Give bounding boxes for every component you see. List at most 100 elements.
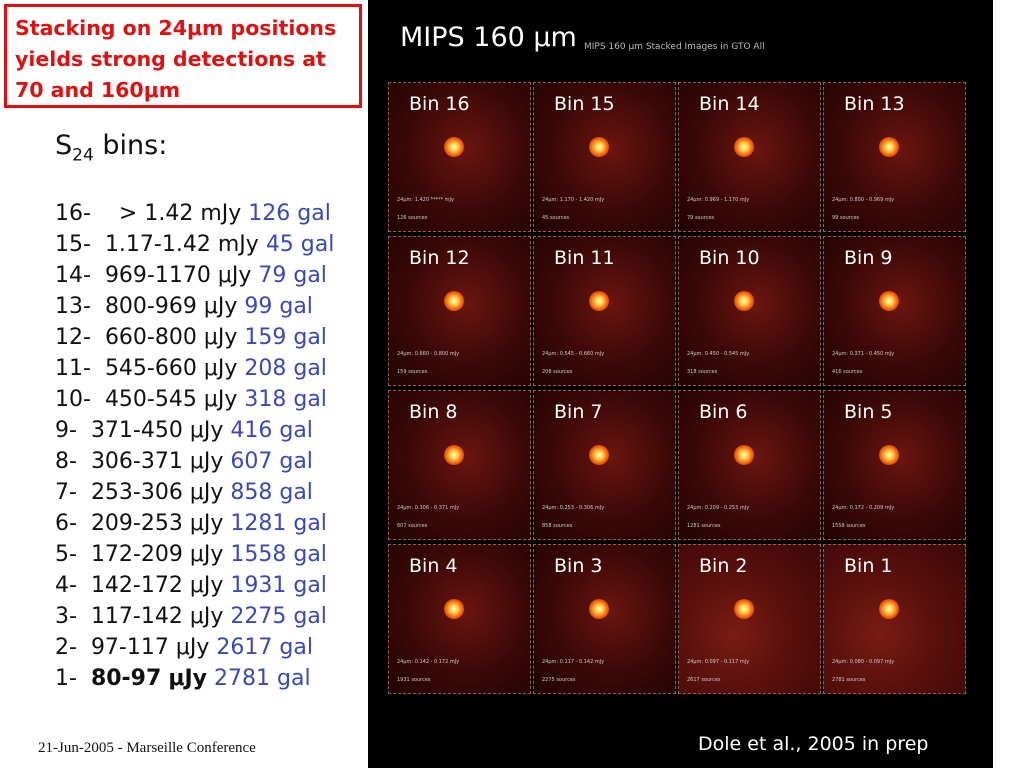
bin-range: 545-660 xyxy=(104,356,197,381)
tile-flux-caption: 24μm: 0.117 - 0.142 mJy xyxy=(542,659,605,665)
bin-list: 16- > 1.42 mJy 126 gal 15- 1.17-1.42 mJy … xyxy=(55,198,334,694)
bin-gal-count: 126 gal xyxy=(248,201,331,226)
callout-line-2: yields strong detections at xyxy=(15,47,326,71)
tile-label: Bin 14 xyxy=(699,93,760,115)
bin-number: 15- xyxy=(55,232,91,257)
tile-source-count: 45 sources xyxy=(542,215,570,221)
bin-unit: μJy xyxy=(217,263,252,288)
detection-source xyxy=(879,137,899,157)
tile-source-count: 318 sources xyxy=(687,369,718,375)
bin-unit: μJy xyxy=(189,480,224,505)
stacked-image-tile: Bin 6 24μm: 0.209 - 0.253 mJy 1281 sources xyxy=(678,390,821,540)
bin-range: 1.17-1.42 xyxy=(104,232,211,257)
detection-source xyxy=(444,291,464,311)
bin-row: 5- 172-209 μJy 1558 gal xyxy=(55,539,334,570)
bin-number: 3- xyxy=(55,604,77,629)
callout-box: Stacking on 24μm positions yields strong… xyxy=(4,4,362,108)
tile-source-count: 79 sources xyxy=(687,215,715,221)
tile-label: Bin 9 xyxy=(844,247,893,269)
bin-number: 2- xyxy=(55,635,77,660)
bin-unit: μJy xyxy=(168,666,208,691)
bin-range: 209-253 xyxy=(90,511,183,536)
bin-range: 306-371 xyxy=(90,449,183,474)
detection-source xyxy=(879,445,899,465)
s24-symbol: S xyxy=(55,130,73,161)
stacked-image-tile: Bin 12 24μm: 0.660 - 0.800 mJy 159 sources xyxy=(388,236,531,386)
bin-row: 8- 306-371 μJy 607 gal xyxy=(55,446,334,477)
bin-range: > 1.42 xyxy=(104,201,194,226)
tile-label: Bin 8 xyxy=(409,401,458,423)
bin-row: 4- 142-172 μJy 1931 gal xyxy=(55,570,334,601)
tile-source-count: 126 sources xyxy=(397,215,428,221)
tile-flux-caption: 24μm: 0.969 - 1.170 mJy xyxy=(687,197,750,203)
tile-source-count: 607 sources xyxy=(397,523,428,529)
bin-gal-count: 159 gal xyxy=(244,325,327,350)
bin-gal-count: 607 gal xyxy=(230,449,313,474)
bin-gal-count: 1558 gal xyxy=(230,542,327,567)
mips-subtitle: MIPS 160 μm Stacked Images in GTO All xyxy=(584,42,765,52)
bin-range: 660-800 xyxy=(104,325,197,350)
tile-flux-caption: 24μm: 0.800 - 0.969 mJy xyxy=(832,197,895,203)
bin-number: 1- xyxy=(55,666,77,691)
bin-range: 172-209 xyxy=(90,542,183,567)
bin-gal-count: 416 gal xyxy=(230,418,313,443)
mips-panel: MIPS 160 μm MIPS 160 μm Stacked Images i… xyxy=(368,0,993,768)
tile-flux-caption: 24μm: 1.170 - 1.420 mJy xyxy=(542,197,605,203)
bin-gal-count: 79 gal xyxy=(258,263,327,288)
tile-source-count: 159 sources xyxy=(397,369,428,375)
tile-source-count: 416 sources xyxy=(832,369,863,375)
bin-range: 450-545 xyxy=(104,387,197,412)
detection-source xyxy=(734,599,754,619)
tile-source-count: 1931 sources xyxy=(397,677,431,683)
bin-number: 8- xyxy=(55,449,77,474)
tile-source-count: 2781 sources xyxy=(832,677,866,683)
detection-source xyxy=(589,599,609,619)
stacked-image-tile: Bin 3 24μm: 0.117 - 0.142 mJy 2275 sources xyxy=(533,544,676,694)
bin-row: 14- 969-1170 μJy 79 gal xyxy=(55,260,334,291)
detection-source xyxy=(589,445,609,465)
bin-number: 5- xyxy=(55,542,77,567)
footer-text: 21-Jun-2005 - Marseille Conference xyxy=(38,740,256,756)
detection-source xyxy=(444,445,464,465)
tile-label: Bin 15 xyxy=(554,93,615,115)
tile-source-count: 858 sources xyxy=(542,523,573,529)
s24-suffix: bins: xyxy=(102,130,168,161)
tile-flux-caption: 24μm: 0.142 - 0.172 mJy xyxy=(397,659,460,665)
stacked-image-tile: Bin 14 24μm: 0.969 - 1.170 mJy 79 sources xyxy=(678,82,821,232)
tile-flux-caption: 24μm: 0.371 - 0.450 mJy xyxy=(832,351,895,357)
stacked-image-tile: Bin 10 24μm: 0.450 - 0.545 mJy 318 sources xyxy=(678,236,821,386)
bin-row: 6- 209-253 μJy 1281 gal xyxy=(55,508,334,539)
bin-number: 12- xyxy=(55,325,91,350)
bin-gal-count: 318 gal xyxy=(244,387,327,412)
bin-range: 800-969 xyxy=(104,294,197,319)
tile-label: Bin 2 xyxy=(699,555,748,577)
bin-range: 253-306 xyxy=(90,480,183,505)
tile-flux-caption: 24μm: 0.450 - 0.545 mJy xyxy=(687,351,750,357)
detection-source xyxy=(734,291,754,311)
bin-unit: μJy xyxy=(203,387,238,412)
mips-title: MIPS 160 μm xyxy=(400,22,577,53)
tile-label: Bin 3 xyxy=(554,555,603,577)
stacked-image-tile: Bin 7 24μm: 0.253 - 0.306 mJy 858 sources xyxy=(533,390,676,540)
stacked-image-tile: Bin 9 24μm: 0.371 - 0.450 mJy 416 sources xyxy=(823,236,966,386)
tile-flux-caption: 24μm: 0.080 - 0.097 mJy xyxy=(832,659,895,665)
tile-label: Bin 10 xyxy=(699,247,760,269)
bin-unit: μJy xyxy=(189,449,224,474)
bin-unit: mJy xyxy=(200,201,242,226)
bin-number: 11- xyxy=(55,356,91,381)
bin-gal-count: 45 gal xyxy=(265,232,335,257)
detection-source xyxy=(879,599,899,619)
bin-unit: μJy xyxy=(189,573,224,598)
tile-flux-caption: 24μm: 0.097 - 0.117 mJy xyxy=(687,659,750,665)
detection-source xyxy=(444,599,464,619)
bin-unit: μJy xyxy=(189,542,224,567)
bin-gal-count: 208 gal xyxy=(244,356,327,381)
tile-label: Bin 12 xyxy=(409,247,470,269)
bin-range: 117-142 xyxy=(90,604,183,629)
tile-flux-caption: 24μm: 0.545 - 0.660 mJy xyxy=(542,351,605,357)
tile-flux-caption: 24μm: 0.253 - 0.306 mJy xyxy=(542,505,605,511)
bin-gal-count: 1281 gal xyxy=(230,511,327,536)
bin-unit: μJy xyxy=(189,511,224,536)
tile-source-count: 99 sources xyxy=(832,215,860,221)
bin-row: 15- 1.17-1.42 mJy 45 gal xyxy=(55,229,334,260)
